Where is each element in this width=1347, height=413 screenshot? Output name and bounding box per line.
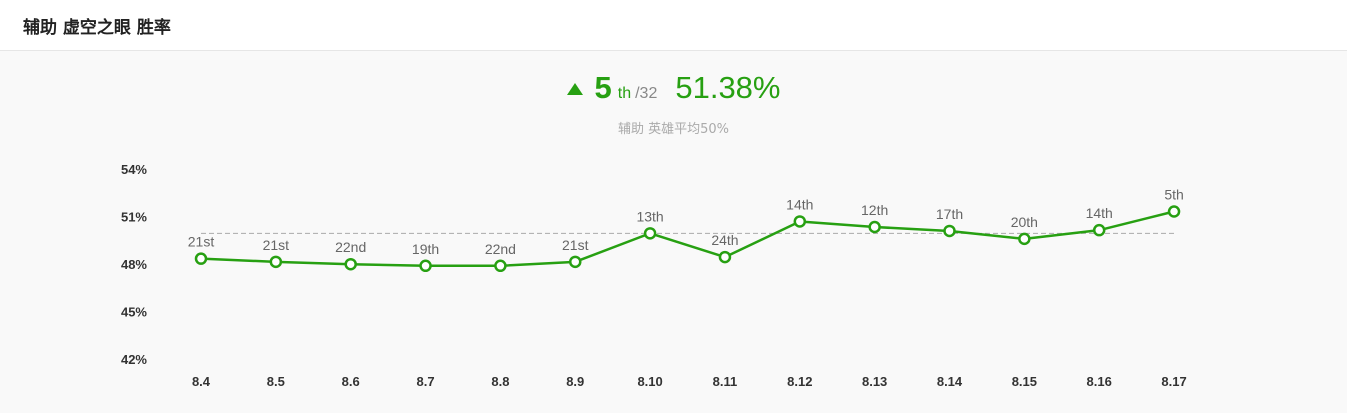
x-tick-label: 8.13 [862, 374, 887, 389]
x-tick-label: 8.9 [566, 374, 584, 389]
x-tick-label: 8.17 [1161, 374, 1186, 389]
data-point [569, 255, 582, 269]
series-line [200, 210, 1175, 268]
data-point-label: 22nd [335, 239, 366, 255]
data-point [1092, 223, 1106, 237]
x-tick-label: 8.15 [1012, 374, 1037, 389]
y-tick-label: 45% [121, 305, 147, 320]
data-point [419, 259, 432, 273]
data-point-label: 20th [1011, 214, 1038, 230]
data-point [194, 252, 208, 265]
y-tick-label: 51% [121, 210, 147, 225]
data-point-label: 14th [786, 196, 813, 212]
average-note: 辅助 英雄平均50% [617, 122, 730, 137]
data-point-label: 21st [562, 237, 589, 253]
x-tick-label: 8.4 [192, 374, 211, 389]
rank-suffix: th [617, 85, 632, 102]
data-point [793, 215, 807, 228]
x-tick-label: 8.7 [417, 374, 435, 389]
rank-summary: 5 th /32 51.38% [0, 70, 1347, 106]
win-rate-value: 51.38% [675, 70, 781, 105]
rank-number: 5 [594, 70, 612, 105]
x-tick-label: 8.6 [342, 374, 360, 389]
x-tick-label: 8.10 [637, 374, 662, 389]
x-tick-label: 8.8 [491, 374, 509, 389]
y-tick-label: 54% [121, 162, 147, 177]
data-point-label: 14th [1086, 205, 1113, 221]
x-tick-label: 8.11 [713, 374, 738, 389]
rank-total: /32 [635, 85, 658, 102]
data-point-label: 22nd [485, 241, 516, 257]
data-point-label: 24th [711, 232, 738, 248]
data-point-label: 13th [636, 208, 663, 224]
data-point [943, 224, 956, 238]
x-tick-label: 8.16 [1087, 374, 1112, 389]
x-tick-label: 8.14 [937, 374, 963, 389]
x-tick-label: 8.12 [787, 374, 812, 389]
rank-up-arrow-icon [566, 83, 583, 95]
y-tick-label: 42% [121, 352, 147, 367]
data-point [868, 220, 881, 234]
data-point [718, 250, 732, 264]
data-point [1167, 205, 1181, 218]
data-point [1018, 232, 1031, 246]
panel-header: 辅助 虚空之眼 胜率 [0, 0, 1347, 51]
data-point [643, 227, 657, 240]
data-point [269, 255, 283, 269]
data-point-label: 17th [936, 206, 963, 222]
x-tick-label: 8.5 [267, 374, 285, 389]
data-point-label: 21st [188, 234, 215, 250]
data-point-label: 19th [412, 241, 439, 257]
y-tick-label: 48% [121, 257, 147, 272]
panel-title: 辅助 虚空之眼 胜率 [23, 17, 171, 38]
data-point-label: 12th [861, 202, 888, 218]
data-point [344, 257, 357, 271]
data-point [494, 259, 507, 273]
data-point-label: 5th [1164, 186, 1183, 202]
data-point-label: 21st [263, 237, 290, 253]
